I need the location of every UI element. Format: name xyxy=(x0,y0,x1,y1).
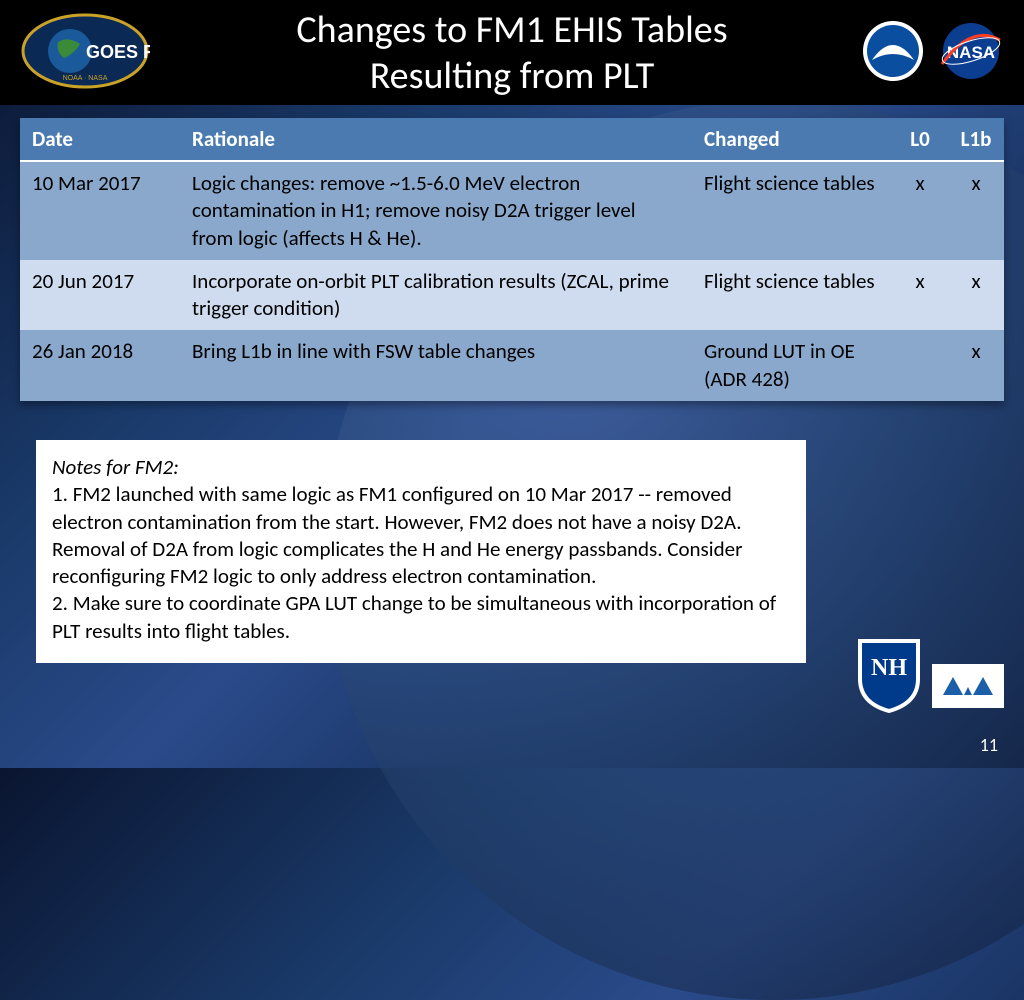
cell-date: 20 Jun 2017 xyxy=(20,260,180,331)
table-row: 10 Mar 2017 Logic changes: remove ~1.5-6… xyxy=(20,161,1004,260)
cell-l0: x xyxy=(892,161,948,260)
svg-text:GOES R: GOES R xyxy=(86,42,150,62)
table-header-row: Date Rationale Changed L0 L1b xyxy=(20,118,1004,161)
cell-date: 26 Jan 2018 xyxy=(20,330,180,401)
notes-item-2: 2. Make sure to coordinate GPA LUT chang… xyxy=(52,590,790,645)
col-changed: Changed xyxy=(692,118,892,161)
cell-l1b: x xyxy=(948,161,1004,260)
notes-heading: Notes for FM2: xyxy=(52,454,790,481)
cell-rationale: Bring L1b in line with FSW table changes xyxy=(180,330,692,401)
col-date: Date xyxy=(20,118,180,161)
nasa-logo-icon: NASA xyxy=(936,22,1006,85)
cell-rationale: Incorporate on-orbit PLT calibration res… xyxy=(180,260,692,331)
svg-text:NOAA · NASA: NOAA · NASA xyxy=(63,75,108,82)
table-row: 26 Jan 2018 Bring L1b in line with FSW t… xyxy=(20,330,1004,401)
cell-date: 10 Mar 2017 xyxy=(20,161,180,260)
page-number: 11 xyxy=(980,734,998,756)
cell-changed: Flight science tables xyxy=(692,260,892,331)
cell-l1b: x xyxy=(948,330,1004,401)
changes-table: Date Rationale Changed L0 L1b 10 Mar 201… xyxy=(20,118,1004,401)
col-l0: L0 xyxy=(892,118,948,161)
notes-item-1: 1. FM2 launched with same logic as FM1 c… xyxy=(52,481,790,590)
svg-text:NASA: NASA xyxy=(947,43,995,62)
svg-text:NH: NH xyxy=(871,655,907,681)
noaa-logo-icon xyxy=(862,20,924,87)
goesr-logo-icon: GOES R NOAA · NASA xyxy=(20,12,150,95)
unh-logo-icon: NH xyxy=(854,635,924,718)
notes-box: Notes for FM2: 1. FM2 launched with same… xyxy=(36,440,806,663)
col-l1b: L1b xyxy=(948,118,1004,161)
cell-l0 xyxy=(892,330,948,401)
cell-changed: Flight science tables xyxy=(692,161,892,260)
cell-changed: Ground LUT in OE (ADR 428) xyxy=(692,330,892,401)
ata-logo-icon xyxy=(932,664,1004,708)
col-rationale: Rationale xyxy=(180,118,692,161)
cell-rationale: Logic changes: remove ~1.5-6.0 MeV elect… xyxy=(180,161,692,260)
table-row: 20 Jun 2017 Incorporate on-orbit PLT cal… xyxy=(20,260,1004,331)
cell-l1b: x xyxy=(948,260,1004,331)
cell-l0: x xyxy=(892,260,948,331)
